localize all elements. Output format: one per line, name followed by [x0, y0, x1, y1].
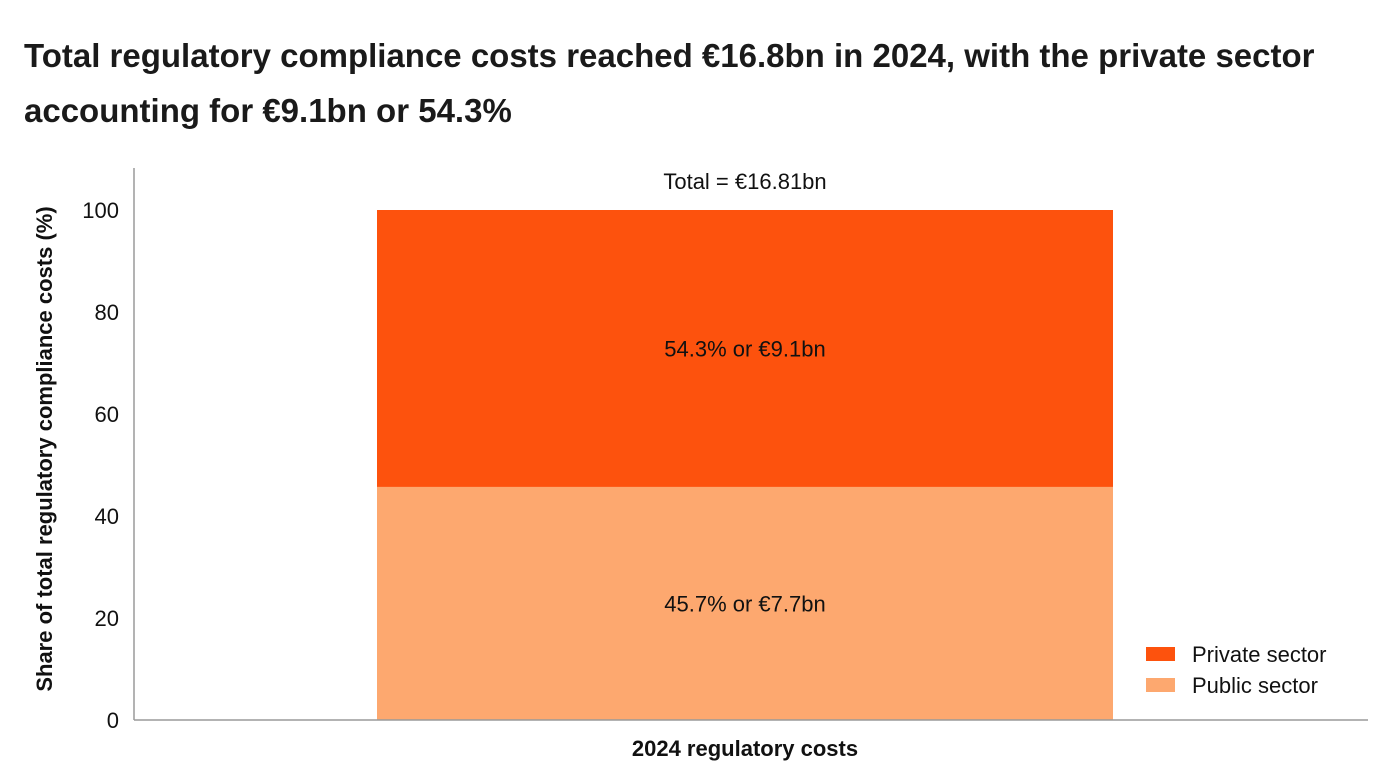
- data-label-private-sector: 54.3% or €9.1bn: [664, 336, 825, 361]
- legend: Private sector Public sector: [1146, 642, 1327, 698]
- bar-segment-public-sector: [377, 486, 1113, 720]
- legend-swatch-public-sector: [1146, 678, 1175, 692]
- legend-label-public-sector: Public sector: [1192, 673, 1318, 698]
- y-axis-ticks: 0 20 40 60 80 100: [82, 198, 119, 733]
- y-tick-label: 0: [107, 708, 119, 733]
- x-axis-title: 2024 regulatory costs: [632, 736, 858, 761]
- data-label-public-sector: 45.7% or €7.7bn: [664, 591, 825, 616]
- bar-stack: 45.7% or €7.7bn 54.3% or €9.1bn: [377, 210, 1113, 720]
- y-tick-label: 20: [95, 606, 119, 631]
- y-tick-label: 100: [82, 198, 119, 223]
- total-label: Total = €16.81bn: [663, 169, 826, 194]
- y-tick-label: 60: [95, 402, 119, 427]
- chart-title: Total regulatory compliance costs reache…: [24, 37, 1315, 129]
- y-axis-title: Share of total regulatory compliance cos…: [32, 206, 57, 691]
- legend-label-private-sector: Private sector: [1192, 642, 1327, 667]
- legend-swatch-private-sector: [1146, 647, 1175, 661]
- bar-segment-private-sector: [377, 210, 1113, 487]
- y-tick-label: 40: [95, 504, 119, 529]
- y-axis-title-group: Share of total regulatory compliance cos…: [32, 206, 57, 691]
- y-tick-label: 80: [95, 300, 119, 325]
